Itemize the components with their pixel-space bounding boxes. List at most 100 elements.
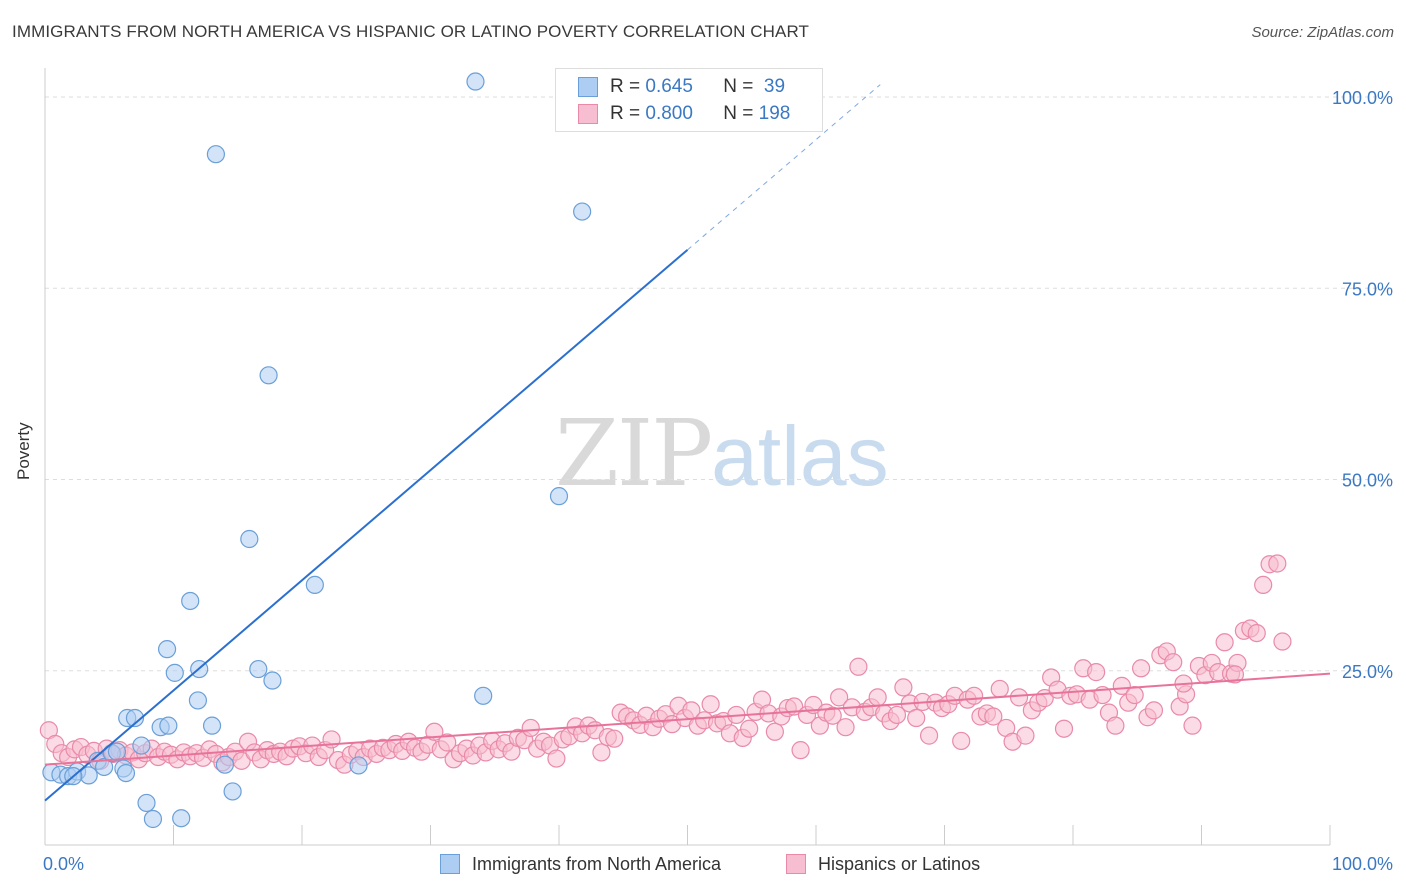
immigrant-point bbox=[240, 529, 259, 549]
source-credit: Source: ZipAtlas.com bbox=[1251, 24, 1394, 41]
immigrant-point bbox=[132, 736, 151, 755]
hispanic-trend-line bbox=[44, 672, 1331, 766]
immigrant-point bbox=[165, 663, 184, 682]
hispanic-point bbox=[521, 718, 540, 738]
legend-label: Immigrants from North America bbox=[472, 853, 722, 874]
y-tick-label: 100.0% bbox=[1332, 88, 1393, 108]
stats-row-pink: R = 0.800 N = 198 bbox=[578, 102, 790, 126]
hispanic-point bbox=[887, 705, 907, 725]
hispanic-point bbox=[1112, 676, 1131, 695]
y-tick-label: 75.0% bbox=[1342, 279, 1393, 299]
blue-swatch bbox=[578, 77, 598, 97]
immigrant-point bbox=[549, 487, 569, 506]
immigrant-point bbox=[305, 575, 324, 595]
legend-swatch-blue bbox=[440, 854, 460, 874]
hispanic-point bbox=[1132, 659, 1151, 678]
legend-label: Hispanics or Latinos bbox=[818, 853, 981, 874]
hispanic-point bbox=[547, 749, 566, 768]
immigrant-point bbox=[157, 640, 177, 659]
hispanic-point bbox=[1215, 633, 1234, 652]
hispanic-points bbox=[39, 554, 1292, 774]
gridlines bbox=[45, 96, 1390, 672]
hispanic-point bbox=[952, 731, 971, 751]
hispanic-point bbox=[1009, 688, 1029, 707]
x-tick-label: 100.0% bbox=[1332, 854, 1393, 874]
legend-item-immigrants[interactable]: Immigrants from North America bbox=[440, 852, 721, 876]
immigrant-points bbox=[42, 72, 592, 829]
hispanic-point bbox=[1183, 716, 1202, 735]
n-label: N = bbox=[723, 103, 754, 124]
hispanic-point bbox=[765, 722, 784, 741]
immigrant-point bbox=[95, 757, 114, 777]
stats-legend: R = 0.645 N = 39 R = 0.800 N = 198 bbox=[555, 68, 823, 132]
hispanic-point bbox=[1164, 653, 1183, 672]
legend-swatch-pink bbox=[786, 854, 806, 874]
hispanic-point bbox=[1087, 663, 1106, 682]
hispanic-point bbox=[701, 695, 720, 714]
hispanic-point bbox=[1268, 554, 1287, 573]
watermark-zip: ZIP bbox=[555, 400, 713, 507]
immigrant-point bbox=[137, 793, 156, 813]
immigrant-point bbox=[159, 716, 178, 735]
hispanic-point bbox=[990, 679, 1009, 699]
r-label: R = bbox=[610, 76, 641, 97]
hispanic-point bbox=[1016, 726, 1035, 745]
immigrant-point bbox=[466, 72, 485, 91]
immigrant-point bbox=[259, 366, 278, 385]
immigrant-point bbox=[474, 686, 493, 705]
immigrant-point bbox=[206, 145, 226, 164]
tick-labels: 25.0% 50.0% 75.0% 100.0% 0.0% 100.0% bbox=[43, 88, 1393, 874]
hispanic-point bbox=[919, 726, 939, 745]
r-value: 0.800 bbox=[645, 103, 693, 124]
hispanic-point bbox=[1225, 665, 1245, 684]
chart-title: IMMIGRANTS FROM NORTH AMERICA VS HISPANI… bbox=[12, 22, 810, 41]
hispanic-point bbox=[1144, 701, 1164, 720]
r-value: 0.645 bbox=[645, 76, 693, 97]
watermark: ZIPatlas bbox=[555, 400, 889, 507]
hispanic-point bbox=[849, 657, 868, 676]
n-value: 198 bbox=[758, 103, 791, 124]
hispanic-point bbox=[830, 688, 849, 707]
hispanic-point bbox=[894, 678, 913, 697]
immigrant-point bbox=[172, 809, 191, 828]
r-label: R = bbox=[610, 103, 641, 124]
legend-item-hispanics[interactable]: Hispanics or Latinos bbox=[786, 852, 980, 876]
x-tick-label: 0.0% bbox=[43, 854, 84, 874]
immigrant-point bbox=[215, 755, 234, 774]
immigrant-point bbox=[349, 756, 368, 775]
immigrant-point bbox=[107, 742, 127, 761]
hispanic-point bbox=[1106, 716, 1125, 735]
hispanic-point bbox=[1054, 719, 1074, 738]
hispanic-point bbox=[964, 686, 984, 705]
y-tick-label: 50.0% bbox=[1342, 471, 1393, 491]
hispanic-point bbox=[1247, 623, 1266, 643]
immigrant-point bbox=[188, 691, 208, 710]
n-label: N = bbox=[723, 76, 754, 97]
immigrant-point bbox=[143, 809, 163, 829]
hispanic-point bbox=[1254, 575, 1273, 595]
y-tick-label: 25.0% bbox=[1342, 662, 1393, 682]
immigrant-point bbox=[202, 716, 222, 735]
hispanic-point bbox=[907, 708, 926, 728]
immigrant-point bbox=[181, 591, 200, 611]
hispanic-point bbox=[438, 733, 457, 752]
hispanic-point bbox=[605, 729, 624, 748]
immigrant-point bbox=[223, 782, 242, 801]
hispanic-point bbox=[823, 706, 842, 725]
pink-swatch bbox=[578, 104, 598, 124]
hispanic-point bbox=[740, 719, 759, 738]
hispanic-point bbox=[984, 707, 1003, 726]
hispanic-point bbox=[592, 743, 611, 762]
axes bbox=[44, 68, 1331, 846]
immigrant-point bbox=[249, 659, 268, 679]
hispanic-point bbox=[791, 741, 810, 760]
immigrant-point bbox=[125, 708, 145, 728]
immigrant-point bbox=[573, 202, 592, 221]
immigrant-trend-line bbox=[44, 249, 689, 802]
immigrant-point bbox=[263, 671, 282, 690]
immigrant-point bbox=[116, 763, 136, 783]
hispanic-point bbox=[836, 718, 855, 737]
immigrant-trend-extension bbox=[687, 84, 881, 251]
hispanic-point bbox=[868, 688, 887, 707]
